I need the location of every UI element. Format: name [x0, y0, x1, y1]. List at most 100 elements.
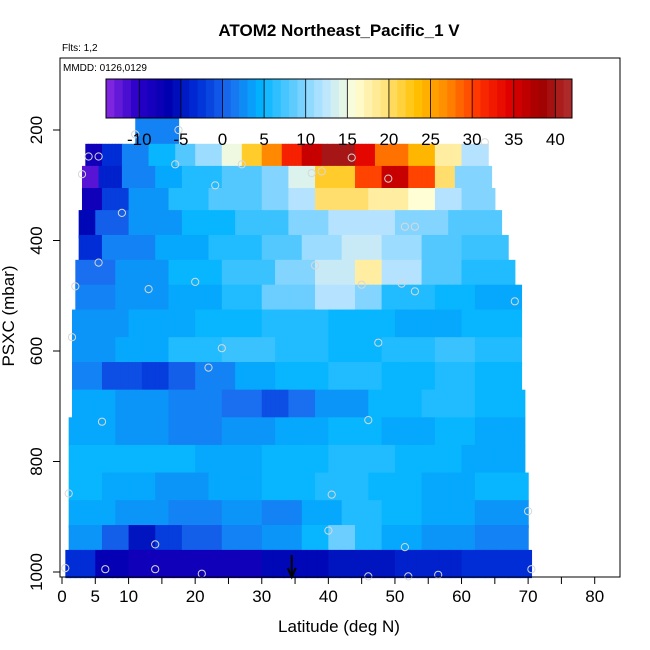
heatmap-cell [448, 362, 456, 391]
heatmap-cell [108, 444, 120, 474]
heatmap-cell [308, 259, 316, 289]
heatmap-cell [100, 210, 107, 239]
heatmap-cell [195, 143, 201, 173]
heatmap-cell [279, 188, 285, 217]
heatmap-cell [414, 500, 423, 529]
heatmap-cell [226, 234, 236, 264]
heatmap-cell [332, 188, 343, 217]
heatmap-cell [90, 165, 94, 195]
heatmap-cell [78, 444, 90, 474]
heatmap-cell [199, 234, 210, 264]
heatmap-cell [74, 472, 81, 501]
heatmap-cell [101, 284, 110, 313]
heatmap-cell [95, 165, 100, 195]
heatmap-cell [443, 143, 449, 173]
heatmap-cell [438, 165, 443, 195]
heatmap-cell [428, 309, 440, 338]
heatmap-cell [119, 309, 130, 338]
heatmap-cell [288, 143, 293, 173]
heatmap-cell [461, 444, 473, 474]
heatmap-cell [266, 165, 272, 195]
heatmap-cell [348, 284, 356, 313]
heatmap-cell [377, 284, 383, 313]
heatmap-cell [82, 234, 88, 264]
colorbar-swatch [305, 79, 315, 118]
colorbar-swatch [264, 79, 273, 118]
heatmap-cell [470, 143, 476, 173]
heatmap-cell [295, 210, 303, 239]
heatmap-cell [341, 389, 352, 418]
heatmap-cell [439, 444, 452, 474]
heatmap-cell [99, 143, 103, 173]
heatmap-cell [350, 188, 361, 217]
heatmap-cell [474, 417, 484, 446]
heatmap-cell [195, 165, 203, 195]
data-point [524, 507, 533, 516]
heatmap-cell [510, 472, 520, 501]
heatmap-row [68, 444, 526, 474]
data-point [307, 169, 316, 178]
heatmap-cell [261, 309, 274, 338]
heatmap-cell [401, 525, 409, 554]
heatmap-cell [141, 500, 152, 529]
heatmap-cell [221, 337, 232, 366]
heatmap-cell [297, 188, 303, 217]
heatmap-cell [469, 234, 478, 264]
data-point [347, 153, 356, 162]
heatmap-cell [239, 309, 252, 338]
heatmap-cell [275, 500, 283, 529]
heatmap-cell [155, 165, 161, 195]
heatmap-cell [491, 417, 501, 446]
heatmap-cell [317, 444, 329, 474]
heatmap-cell [150, 525, 156, 554]
heatmap-cell [164, 116, 172, 145]
heatmap-row [71, 309, 523, 338]
heatmap-cell [297, 389, 303, 418]
colorbar-swatch [314, 79, 323, 118]
heatmap-cell [426, 337, 436, 366]
heatmap-cell [498, 337, 507, 366]
heatmap-cell [306, 444, 318, 474]
heatmap-cell [426, 143, 432, 173]
heatmap-cell [90, 549, 96, 579]
heatmap-cell [96, 362, 103, 391]
colorbar-swatch [505, 79, 515, 118]
heatmap-cell [190, 234, 201, 264]
heatmap-cell [275, 417, 285, 446]
colorbar-swatch [430, 79, 440, 118]
heatmap-cell [235, 143, 240, 173]
heatmap-cell [244, 234, 254, 264]
heatmap-cell [328, 165, 336, 195]
heatmap-cell [328, 417, 338, 446]
heatmap-cell [130, 143, 136, 173]
heatmap-cell [96, 525, 103, 554]
heatmap-cell [457, 525, 467, 554]
heatmap-cell [439, 188, 445, 217]
heatmap-cell [159, 362, 165, 391]
heatmap-cell [381, 417, 392, 446]
heatmap-cell [217, 444, 230, 474]
date-annotation: MMDD: 0126,0129 [63, 63, 147, 74]
heatmap-cell [172, 472, 183, 501]
heatmap-cell [359, 259, 365, 289]
heatmap-cell [100, 309, 111, 338]
heatmap-cell [448, 389, 458, 418]
heatmap-cell [301, 210, 309, 239]
heatmap-cell [84, 417, 93, 446]
heatmap-cell [394, 472, 405, 501]
heatmap-cell [421, 500, 432, 529]
heatmap-cell [350, 472, 361, 501]
heatmap-cell [417, 417, 427, 446]
colorbar-frame [105, 78, 573, 119]
heatmap-cell [501, 525, 511, 554]
heatmap-cell [268, 525, 276, 554]
heatmap-cell [135, 143, 141, 173]
data-point [324, 526, 333, 535]
heatmap-cell [339, 210, 352, 239]
heatmap-cell [401, 500, 409, 529]
heatmap-cell [281, 234, 289, 264]
heatmap-cell [101, 259, 110, 289]
flights-annotation: Flts: 1,2 [62, 43, 98, 54]
heatmap-cell [261, 549, 274, 579]
heatmap-cell [380, 143, 387, 173]
